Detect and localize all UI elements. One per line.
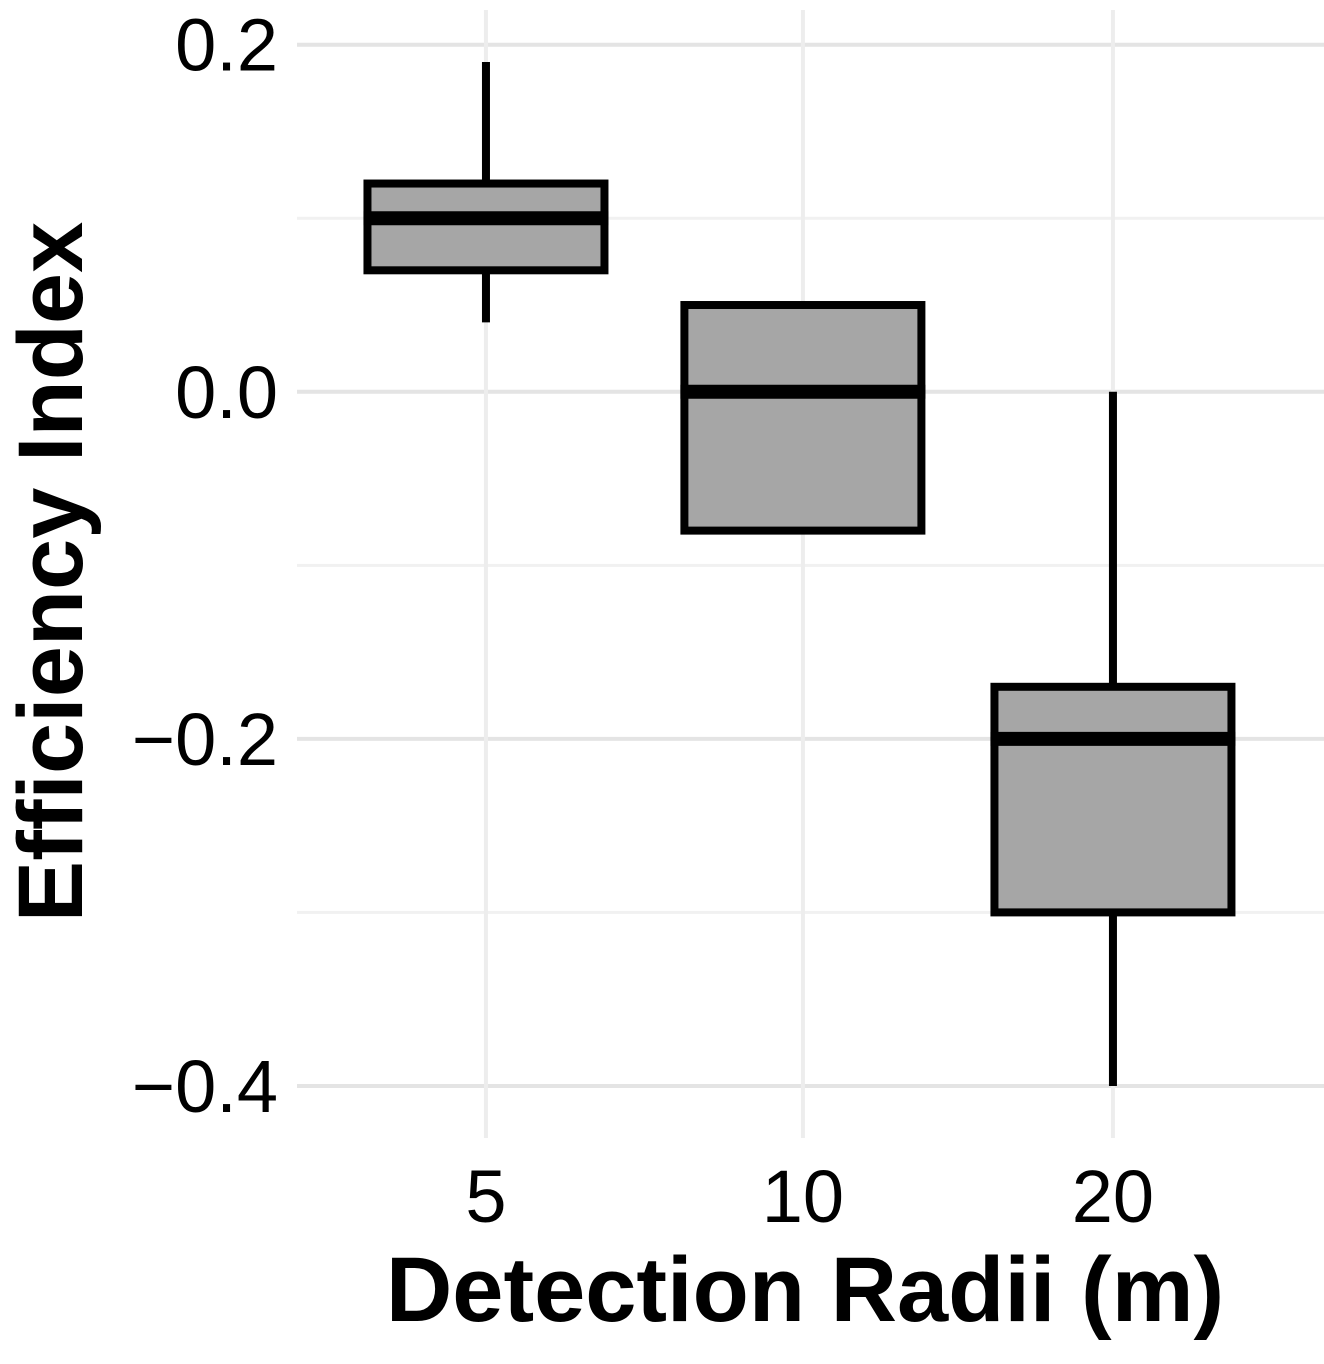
- vertical-gridlines: [483, 10, 1115, 1138]
- y-tick-label: −0.2: [132, 698, 278, 781]
- box-iqr: [680, 301, 926, 535]
- boxplot-boxes: [363, 62, 1236, 1086]
- y-tick-label: 0.2: [175, 4, 278, 87]
- x-axis-title: Detection Radii (m): [386, 1239, 1224, 1341]
- y-axis-tick-labels: 0.2 0.0 −0.2 −0.4: [132, 4, 278, 1128]
- x-axis-tick-labels: 5 10 20: [465, 1155, 1154, 1238]
- x-tick-label: 5: [465, 1155, 506, 1238]
- x-tick-label: 10: [762, 1155, 844, 1238]
- y-tick-label: −0.4: [132, 1045, 278, 1128]
- box-iqr: [363, 179, 609, 275]
- y-tick-label: 0.0: [175, 351, 278, 434]
- y-axis-title: Efficiency Index: [0, 222, 102, 922]
- x-tick-label: 20: [1072, 1155, 1154, 1238]
- box-iqr: [990, 682, 1236, 917]
